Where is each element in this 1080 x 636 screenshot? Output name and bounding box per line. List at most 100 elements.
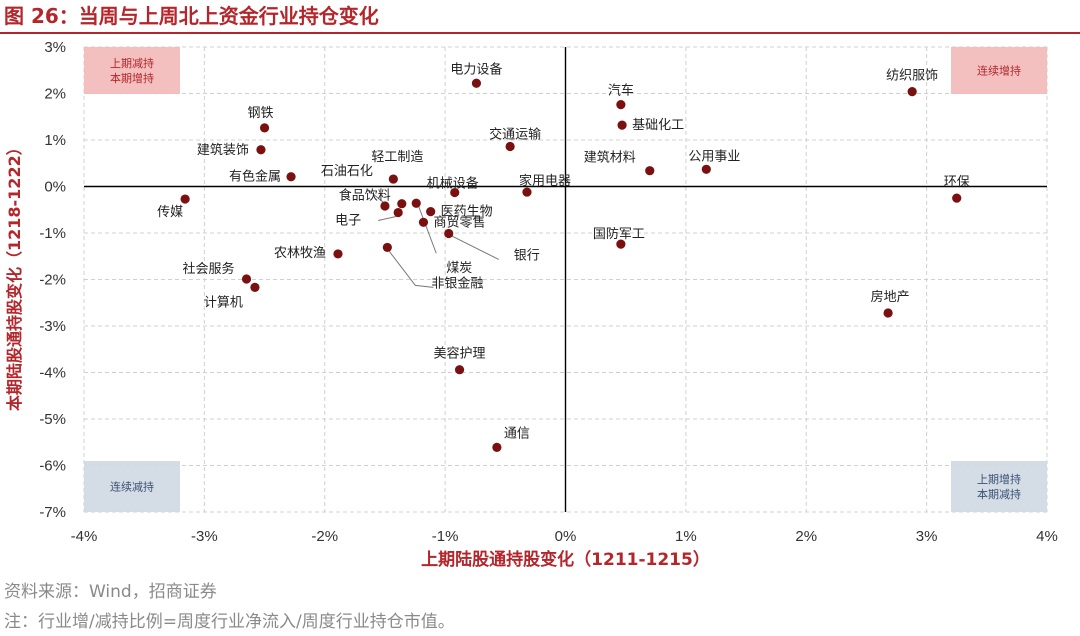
x-tick-label: 4% — [1036, 528, 1058, 545]
data-point — [645, 166, 655, 176]
data-point — [505, 141, 515, 152]
y-tick-label: 2% — [44, 86, 66, 103]
point-label: 计算机 — [204, 295, 243, 310]
leader-line — [450, 235, 499, 260]
leader-line — [417, 205, 437, 254]
data-point — [450, 187, 460, 198]
data-point — [388, 174, 398, 184]
data-point — [397, 199, 407, 209]
grid-lines — [83, 46, 1048, 513]
point-label: 商贸零售 — [433, 214, 485, 230]
point-label: 食品饮料 — [339, 188, 391, 204]
data-point — [522, 187, 532, 197]
data-point — [616, 100, 626, 110]
data-point — [471, 78, 482, 88]
quadrant-box-bottom-right — [951, 461, 1047, 512]
data-point — [256, 145, 266, 155]
point-label: 基础化工 — [632, 118, 684, 133]
data-point — [444, 228, 454, 239]
data-points — [180, 78, 962, 452]
y-axis-title: 本期陆股通持股变化（1218-1222） — [5, 139, 24, 411]
data-point — [418, 217, 429, 227]
quadrant-label: 本期增持 — [110, 71, 154, 85]
point-label: 环保 — [944, 175, 970, 190]
quadrant-label: 连续减持 — [110, 480, 154, 494]
point-label: 石油石化 — [321, 164, 373, 179]
y-tick-label: -3% — [39, 318, 66, 335]
data-point — [616, 239, 626, 249]
tick-labels: -7% -6% -5% -4% -3% -2% -1% 0% 1% 2% 3% -4% -3% -2% -1… — [39, 39, 1058, 545]
data-point — [454, 365, 465, 375]
point-label: 公用事业 — [688, 149, 740, 164]
quadrant-label: 上期减持 — [110, 56, 154, 70]
point-label: 房地产 — [871, 289, 910, 305]
data-point — [907, 87, 917, 97]
y-tick-label: 3% — [44, 39, 66, 56]
y-tick-label: -5% — [39, 411, 66, 428]
data-point — [250, 282, 260, 293]
data-point — [883, 308, 893, 318]
x-tick-label: -4% — [71, 528, 98, 545]
point-label: 家用电器 — [519, 173, 571, 189]
footnote: 注：行业增/减持比例=周度行业净流入/周度行业持仓市值。 — [4, 612, 455, 632]
point-label: 纺织服饰 — [886, 69, 938, 84]
quadrant-box-bottom-left — [84, 461, 180, 512]
point-label: 建筑材料 — [584, 150, 636, 166]
x-tick-label: -3% — [191, 528, 218, 545]
point-label: 有色金属 — [229, 169, 281, 185]
data-point — [617, 120, 627, 130]
data-point — [952, 193, 962, 203]
x-tick-label: 3% — [916, 528, 938, 545]
point-label: 社会服务 — [182, 261, 234, 277]
axes — [84, 47, 1047, 512]
data-point — [259, 123, 270, 133]
x-tick-label: 2% — [795, 528, 817, 545]
point-label: 汽车 — [608, 83, 634, 99]
quadrant-label: 上期增持 — [977, 472, 1021, 486]
point-label: 电子 — [335, 214, 361, 229]
point-label: 建筑装饰 — [197, 142, 249, 158]
point-label: 通信 — [504, 426, 530, 441]
point-label: 银行 — [514, 248, 540, 263]
leader-line — [366, 188, 384, 203]
point-label: 电力设备 — [450, 61, 502, 77]
x-axis-title: 上期陆股通持股变化（1211-1215） — [421, 550, 710, 570]
point-label: 国防军工 — [593, 226, 645, 242]
data-point — [333, 249, 343, 259]
leader-line — [378, 216, 397, 222]
data-point — [286, 172, 296, 182]
point-label: 煤炭 — [446, 261, 472, 276]
figure-title: 图 26：当周与上周北上资金行业持仓变化 — [4, 4, 379, 28]
data-point — [411, 198, 421, 208]
y-tick-label: 0% — [44, 179, 66, 196]
quadrant-label: 本期减持 — [977, 487, 1021, 501]
point-label: 钢铁 — [248, 106, 274, 121]
point-label: 传媒 — [157, 205, 183, 220]
data-point — [241, 274, 252, 284]
y-tick-label: -4% — [39, 365, 66, 382]
quadrant-label: 连续增持 — [977, 64, 1021, 78]
data-point — [701, 164, 711, 174]
title-rule — [0, 32, 1080, 34]
x-tick-label: 0% — [555, 528, 577, 545]
quadrant-box-top-right — [951, 47, 1047, 94]
point-label: 农林牧渔 — [274, 246, 326, 261]
y-tick-label: -7% — [39, 504, 66, 521]
leader-lines — [366, 188, 499, 288]
data-point — [393, 207, 403, 218]
y-tick-label: 1% — [44, 132, 66, 149]
quadrant-box-top-left — [84, 47, 180, 94]
data-point — [426, 207, 436, 217]
y-tick-label: -6% — [39, 458, 66, 475]
point-label: 非银金融 — [431, 275, 483, 291]
data-point — [382, 242, 392, 253]
y-tick-label: -1% — [39, 225, 66, 242]
data-point — [492, 442, 502, 452]
data-point — [180, 194, 190, 204]
point-label: 医药生物 — [441, 205, 493, 220]
x-tick-label: -1% — [432, 528, 459, 545]
data-point — [380, 201, 390, 211]
point-label: 美容护理 — [434, 346, 486, 362]
